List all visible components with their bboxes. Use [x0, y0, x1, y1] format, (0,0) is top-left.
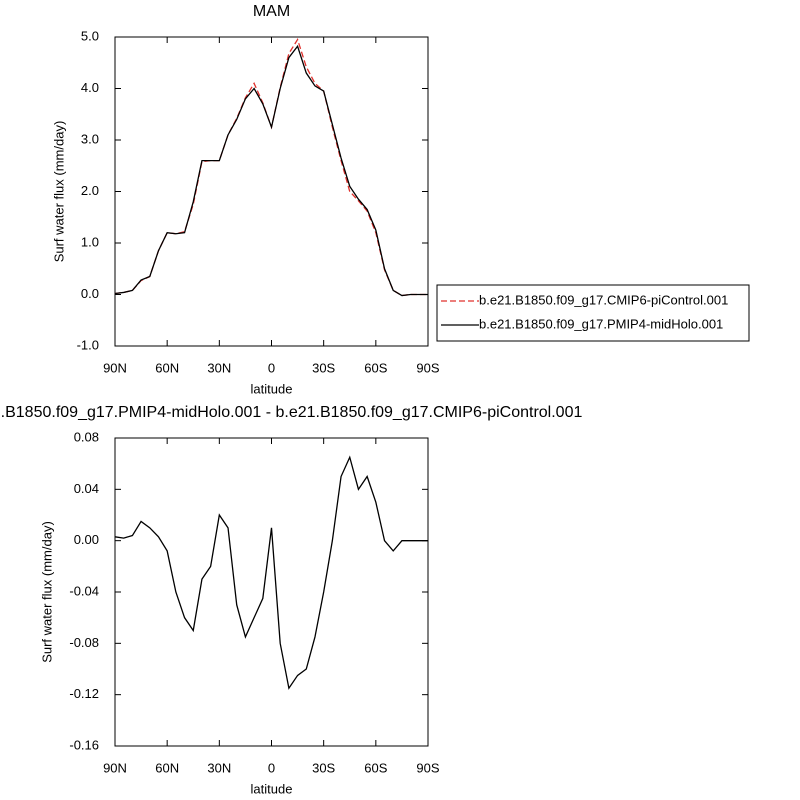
y-tick-label: 0.00 [74, 532, 99, 547]
y-tick-label: 4.0 [81, 80, 99, 95]
legend-box [436, 284, 750, 342]
data-line [114, 455, 428, 690]
x-tick-label: 30S [312, 360, 335, 375]
y-tick-label: 5.0 [81, 28, 99, 43]
legend-label: b.e21.B1850.f09_g17.CMIP6-piControl.001 [479, 292, 728, 307]
y-tick-label: 2.0 [81, 183, 99, 198]
x-axis-label: latitude [251, 781, 293, 796]
y-tick-label: 0.0 [81, 286, 99, 301]
y-tick-label: -0.16 [69, 737, 99, 752]
y-tick-label: 1.0 [81, 234, 99, 249]
x-tick-label: 30S [312, 760, 335, 775]
x-tick-label: 90S [416, 360, 439, 375]
plot-frame [114, 437, 429, 747]
y-tick-label: -1.0 [77, 337, 99, 352]
y-tick-label: 0.08 [74, 429, 99, 444]
chart-title: MAM [253, 3, 290, 20]
data-line [114, 44, 428, 297]
y-tick-label: 3.0 [81, 131, 99, 146]
y-tick-label: 0.04 [74, 481, 99, 496]
x-tick-label: 0 [268, 360, 275, 375]
x-tick-label: 60N [155, 360, 179, 375]
plot-frame [114, 36, 429, 347]
y-tick-label: -0.12 [69, 686, 99, 701]
chart-title: b.e21.B1850.f09_g17.PMIP4-midHolo.001 - … [0, 404, 582, 421]
y-axis-label: Surf water flux (mm/day) [39, 521, 54, 663]
x-tick-label: 60N [155, 760, 179, 775]
data-line [114, 38, 428, 297]
x-tick-label: 30N [207, 760, 231, 775]
y-axis-label: Surf water flux (mm/day) [51, 121, 66, 263]
y-tick-label: -0.08 [69, 635, 99, 650]
x-tick-label: 90N [103, 760, 127, 775]
x-tick-label: 90N [103, 360, 127, 375]
legend-label: b.e21.B1850.f09_g17.PMIP4-midHolo.001 [479, 316, 723, 331]
x-tick-label: 30N [207, 360, 231, 375]
x-tick-label: 90S [416, 760, 439, 775]
x-tick-label: 0 [268, 760, 275, 775]
x-tick-label: 60S [364, 360, 387, 375]
y-tick-label: -0.04 [69, 583, 99, 598]
x-tick-label: 60S [364, 760, 387, 775]
x-axis-label: latitude [251, 381, 293, 396]
